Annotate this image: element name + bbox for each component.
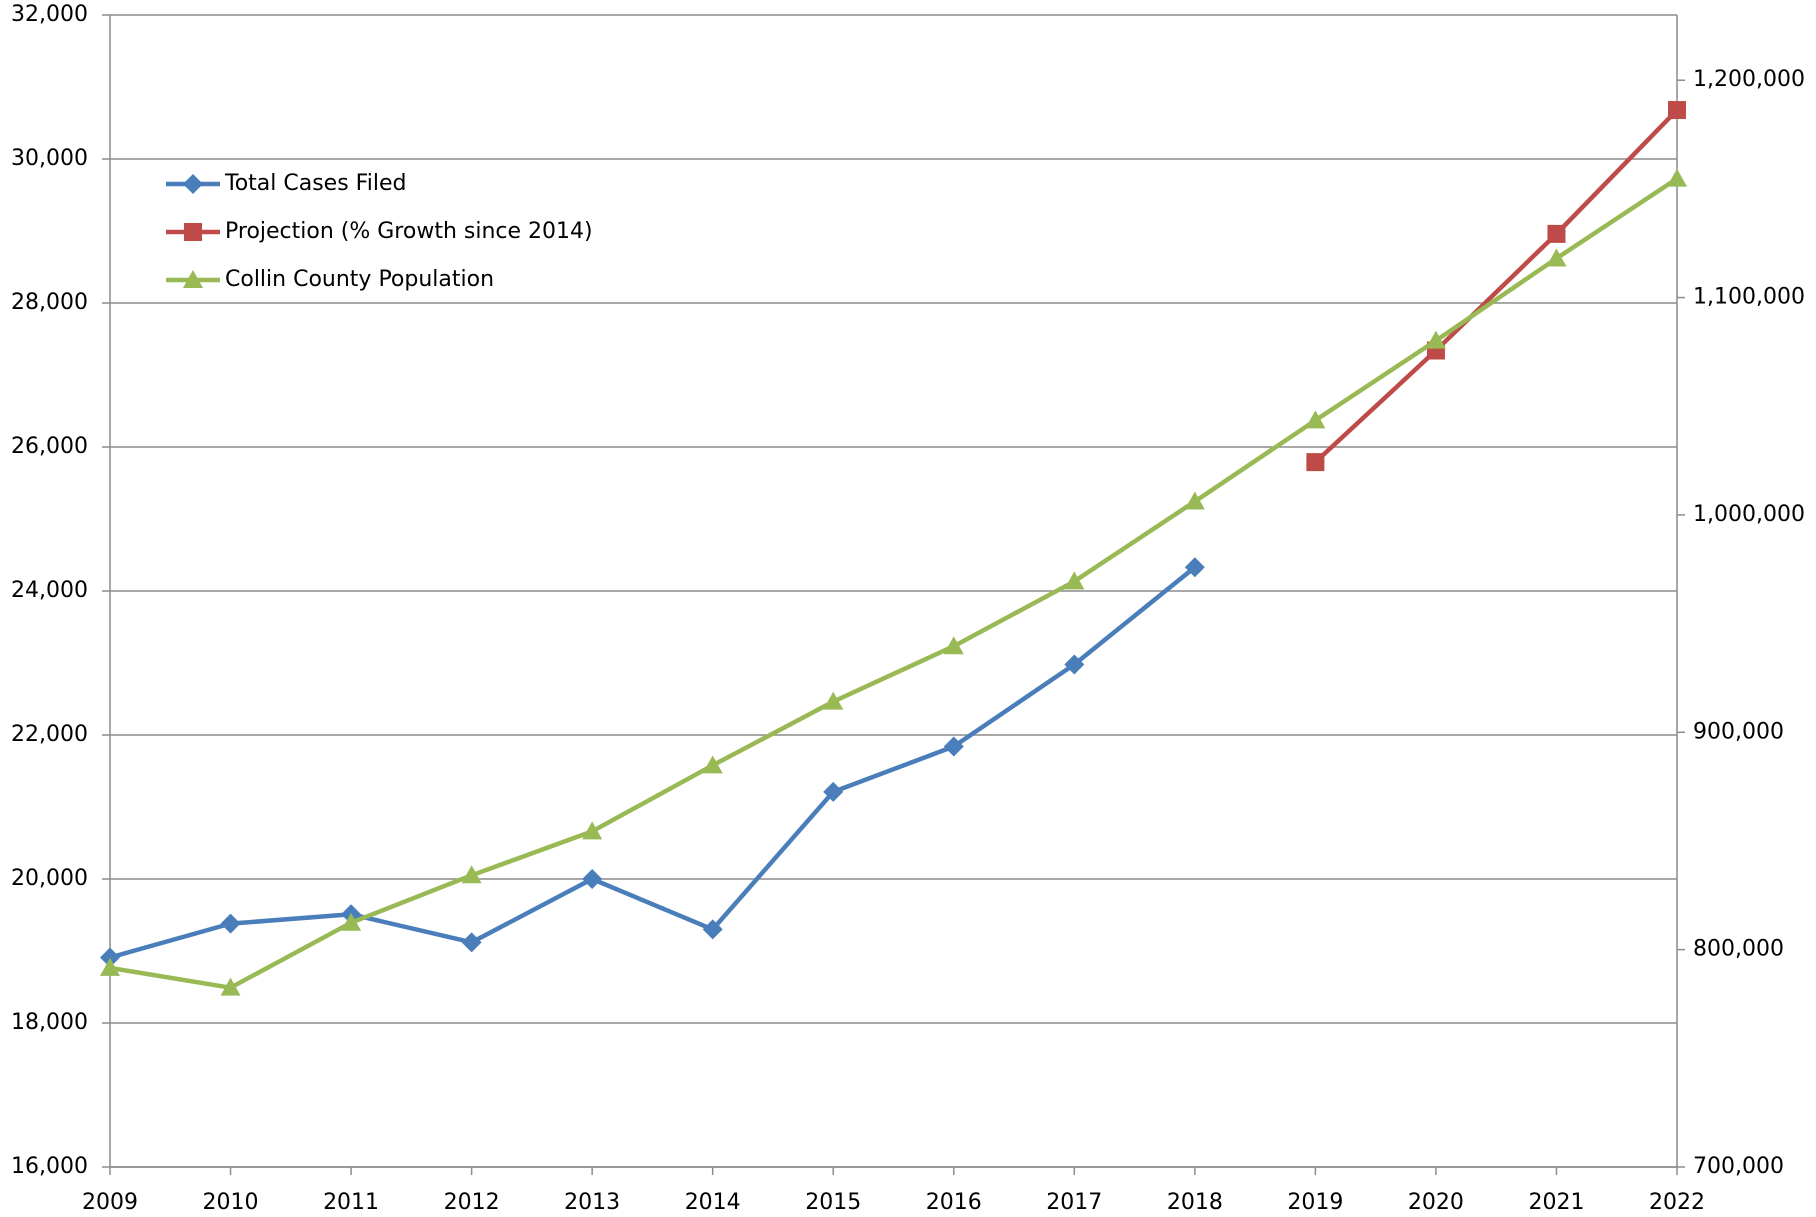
series-line	[109, 565, 1197, 960]
x-tick-label: 2016	[926, 1190, 982, 1215]
x-tick-label: 2017	[1046, 1190, 1102, 1215]
marker	[582, 869, 603, 889]
marker	[100, 947, 120, 968]
series-line	[1313, 108, 1679, 464]
y2-tick-label: 1,100,000	[1693, 285, 1805, 310]
legend-label: Total Cases Filed	[224, 171, 406, 196]
y2-tick-label: 700,000	[1693, 1154, 1784, 1179]
marker	[220, 913, 241, 934]
y-tick-label: 22,000	[11, 722, 88, 747]
marker	[943, 736, 964, 757]
legend-label: Collin County Population	[225, 267, 494, 292]
y2-tick-label: 1,000,000	[1693, 502, 1805, 527]
y-tick-label: 28,000	[11, 290, 88, 315]
x-tick-label: 2020	[1408, 1190, 1464, 1215]
marker	[184, 223, 202, 241]
x-tick-label: 2022	[1649, 1190, 1705, 1215]
x-tick-label: 2011	[323, 1190, 379, 1215]
y-tick-label: 30,000	[11, 146, 88, 171]
marker	[823, 691, 844, 710]
x-tick-label: 2019	[1287, 1190, 1343, 1215]
marker	[1667, 168, 1687, 187]
series-line	[109, 176, 1679, 990]
marker	[183, 270, 203, 288]
x-tick-label: 2012	[444, 1190, 500, 1215]
x-tick-label: 2015	[805, 1190, 861, 1215]
marker	[1064, 654, 1085, 675]
y2-tick-label: 1,200,000	[1693, 67, 1805, 92]
marker	[220, 977, 241, 996]
y-tick-label: 16,000	[11, 1154, 88, 1179]
marker	[1305, 410, 1326, 429]
marker	[1064, 571, 1085, 590]
x-tick-label: 2013	[564, 1190, 620, 1215]
marker	[943, 636, 964, 655]
y2-tick-label: 800,000	[1693, 937, 1784, 962]
marker	[100, 957, 120, 976]
legend-label: Projection (% Growth since 2014)	[225, 219, 593, 244]
x-tick-label: 2021	[1528, 1190, 1584, 1215]
marker	[461, 932, 482, 953]
marker	[1184, 491, 1205, 510]
y-tick-label: 26,000	[11, 434, 88, 459]
x-tick-label: 2009	[82, 1190, 138, 1215]
x-tick-label: 2010	[203, 1190, 259, 1215]
x-tick-label: 2018	[1167, 1190, 1223, 1215]
marker	[702, 919, 723, 940]
marker	[823, 781, 844, 802]
marker	[1547, 224, 1566, 243]
marker	[582, 821, 603, 840]
marker	[1546, 248, 1567, 267]
y-tick-label: 20,000	[11, 866, 88, 891]
marker	[461, 865, 482, 884]
marker	[1425, 330, 1446, 349]
x-tick-label: 2014	[685, 1190, 741, 1215]
marker	[702, 755, 723, 774]
y-tick-label: 18,000	[11, 1010, 88, 1035]
marker	[341, 912, 362, 931]
marker	[1184, 557, 1205, 578]
y-tick-label: 24,000	[11, 578, 88, 603]
y-tick-label: 32,000	[11, 2, 88, 27]
marker	[1668, 101, 1686, 120]
marker	[1306, 453, 1325, 472]
y2-tick-label: 900,000	[1693, 719, 1784, 744]
marker	[183, 174, 203, 194]
